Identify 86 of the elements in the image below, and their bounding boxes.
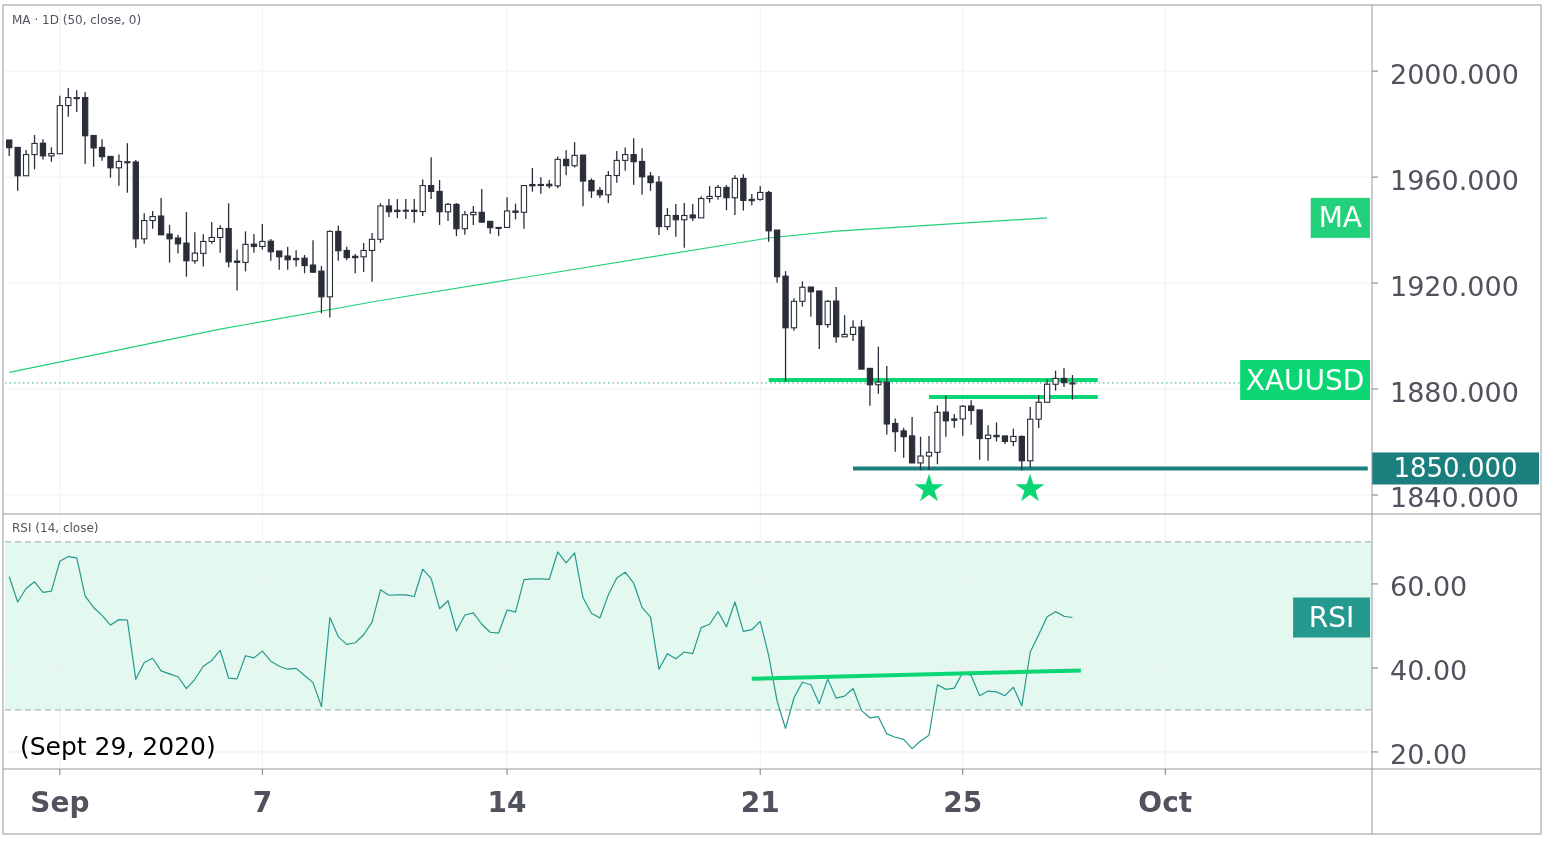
- candlestick: [664, 207, 671, 231]
- x-tick-label: 21: [740, 785, 780, 819]
- text: MA · 1D (50, close, 0): [12, 13, 142, 27]
- candlestick: [622, 146, 629, 172]
- candlestick: [436, 179, 443, 226]
- candlestick: [115, 153, 123, 187]
- candlestick: [267, 238, 274, 262]
- candlestick: [233, 248, 241, 292]
- candlestick: [107, 155, 114, 179]
- candlestick: [166, 224, 173, 264]
- candlestick: [807, 286, 815, 318]
- candlestick: [444, 202, 452, 222]
- candlestick: [588, 177, 595, 199]
- candlestick: [529, 167, 536, 193]
- candlestick: [841, 314, 848, 338]
- candlestick: [875, 345, 882, 395]
- candlestick: [630, 137, 637, 186]
- candlestick: [427, 156, 435, 200]
- series-label: 1850.000: [1393, 453, 1518, 484]
- candlestick: [942, 394, 950, 438]
- candlestick: [647, 171, 654, 192]
- candlestick: [309, 239, 317, 274]
- candlestick: [385, 198, 393, 218]
- candlestick: [672, 203, 680, 238]
- candlestick: [849, 319, 857, 342]
- candlestick: [301, 254, 308, 274]
- candlestick: [259, 223, 266, 251]
- candlestick: [740, 173, 747, 212]
- text: RSI (14, close): [12, 521, 99, 535]
- candlestick: [1060, 367, 1068, 388]
- candlestick: [124, 142, 131, 194]
- y-tick-label: 2000.000: [1390, 58, 1519, 90]
- candlestick: [562, 149, 570, 176]
- candlestick: [90, 134, 97, 168]
- candlestick: [571, 141, 578, 169]
- candlestick: [1052, 370, 1059, 392]
- candlestick: [917, 436, 924, 471]
- candlestick: [39, 138, 47, 161]
- candlestick: [402, 198, 409, 220]
- y-tick-label: 20.00: [1390, 739, 1468, 771]
- line-series: [8, 217, 1048, 373]
- candlestick: [141, 212, 148, 245]
- candlestick: [250, 233, 258, 254]
- candlestick: [723, 184, 730, 211]
- candlestick: [217, 224, 224, 254]
- x-tick-label: Sep: [30, 785, 90, 819]
- text: MA: [1318, 201, 1363, 235]
- candlestick: [368, 232, 376, 283]
- candlestick: [984, 424, 992, 462]
- candlestick: [697, 195, 705, 219]
- candlestick: [183, 211, 190, 278]
- candlestick: [242, 230, 249, 273]
- x-tick-label: 7: [252, 785, 273, 819]
- candlestick: [799, 280, 806, 308]
- candlestick: [968, 399, 975, 426]
- candlestick: [638, 147, 646, 196]
- y-tick-label: 60.00: [1390, 571, 1468, 603]
- x-tick-label: 25: [943, 785, 983, 819]
- candlestick: [22, 149, 30, 177]
- y-tick-label: 1920.000: [1390, 270, 1519, 302]
- y-tick-label: 1880.000: [1390, 376, 1519, 408]
- candlestick: [993, 421, 1000, 443]
- candlestick: [174, 234, 182, 255]
- candlestick: [731, 174, 739, 216]
- text: XAUUSD: [1245, 363, 1365, 397]
- y-tick-label: 40.00: [1390, 655, 1468, 687]
- candlestick: [461, 210, 469, 236]
- candlestick: [1043, 378, 1051, 403]
- candlestick: [31, 134, 38, 171]
- candlestick: [157, 197, 165, 236]
- candlestick: [925, 435, 933, 471]
- candlestick: [503, 196, 511, 229]
- y-tick-label: 1960.000: [1390, 164, 1519, 196]
- x-tick-label: Oct: [1138, 785, 1193, 819]
- y-tick-label: 1840.000: [1390, 482, 1519, 514]
- candlestick: [866, 367, 874, 407]
- candlestick: [360, 242, 367, 273]
- x-tick-label: 14: [487, 785, 527, 819]
- candlestick: [1069, 374, 1076, 401]
- candlestick: [394, 198, 401, 219]
- text: RSI: [1308, 601, 1355, 635]
- annotation: (Sept 29, 2020): [20, 732, 216, 761]
- candlestick: [605, 170, 612, 204]
- candlestick: [191, 231, 199, 265]
- candlestick: [98, 138, 106, 162]
- candlestick: [613, 150, 620, 184]
